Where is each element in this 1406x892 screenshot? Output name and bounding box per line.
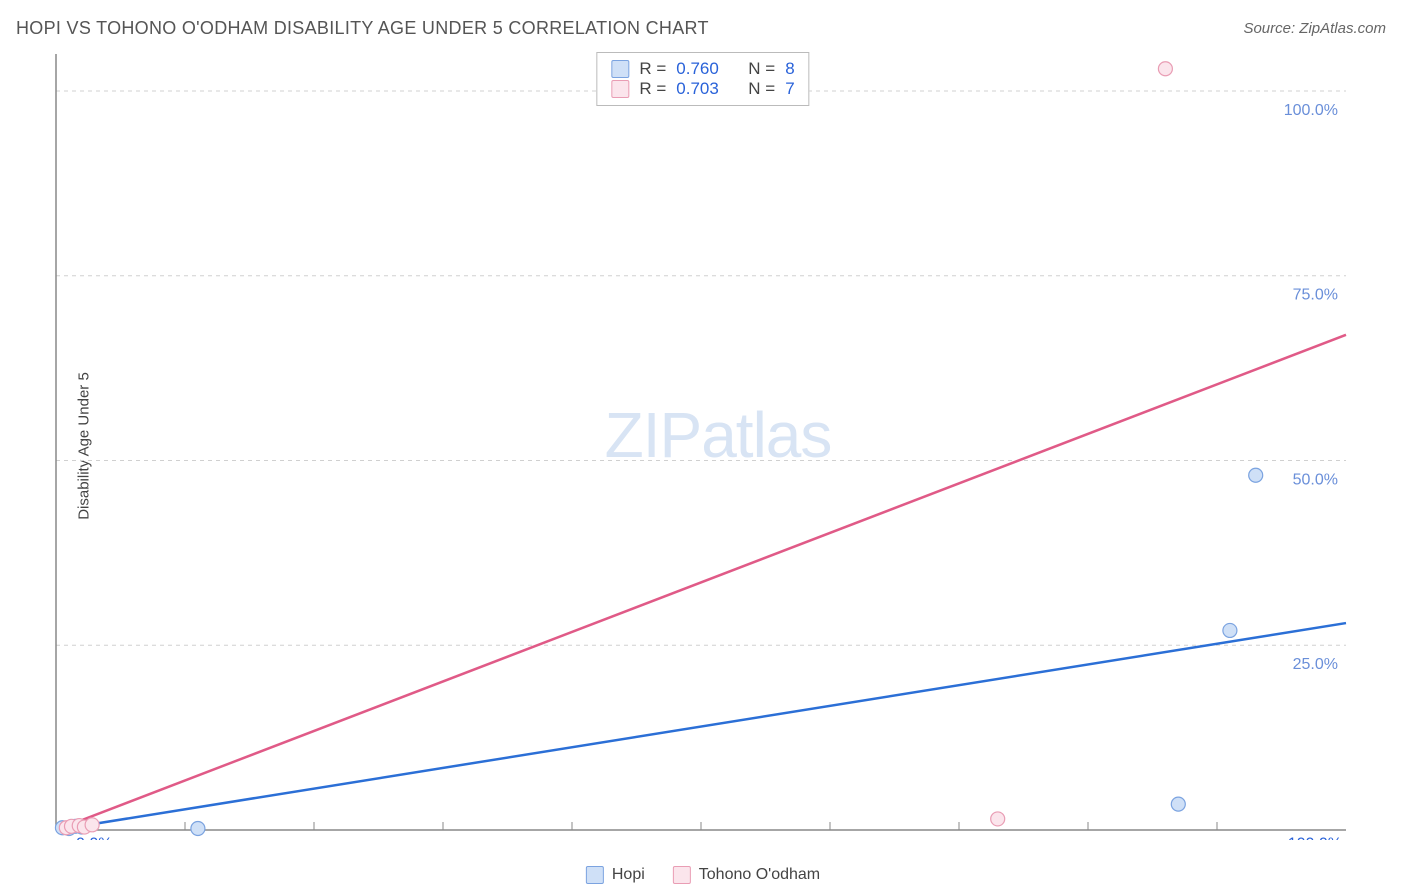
r-label: R = bbox=[639, 79, 666, 99]
chart-container: ZIPatlas 25.0%50.0%75.0%100.0%0.0%100.0% bbox=[50, 50, 1386, 852]
legend-swatch-tohono bbox=[673, 866, 691, 884]
svg-text:25.0%: 25.0% bbox=[1293, 656, 1338, 673]
legend-swatch-hopi bbox=[586, 866, 604, 884]
svg-text:100.0%: 100.0% bbox=[1288, 835, 1342, 840]
stats-legend-box: R = 0.760 N = 8 R = 0.703 N = 7 bbox=[596, 52, 809, 106]
svg-text:100.0%: 100.0% bbox=[1284, 102, 1338, 119]
legend-item-tohono: Tohono O'odham bbox=[673, 866, 820, 884]
source-attribution: Source: ZipAtlas.com bbox=[1243, 20, 1386, 37]
stats-row-tohono: R = 0.703 N = 7 bbox=[611, 79, 794, 99]
legend-item-hopi: Hopi bbox=[586, 866, 645, 884]
svg-text:0.0%: 0.0% bbox=[76, 835, 112, 840]
legend-label-tohono: Tohono O'odham bbox=[699, 866, 820, 884]
bottom-legend: Hopi Tohono O'odham bbox=[586, 866, 820, 884]
n-label: N = bbox=[748, 79, 775, 99]
swatch-hopi bbox=[611, 60, 629, 78]
swatch-tohono bbox=[611, 80, 629, 98]
r-label: R = bbox=[639, 59, 666, 79]
legend-label-hopi: Hopi bbox=[612, 866, 645, 884]
r-value-hopi: 0.760 bbox=[676, 59, 719, 79]
svg-text:50.0%: 50.0% bbox=[1293, 471, 1338, 488]
correlation-chart: 25.0% 50.0% 75.0% 100.0% 0.0% 100.0% bbox=[50, 50, 1370, 840]
n-value-hopi: 8 bbox=[785, 59, 794, 79]
r-value-tohono: 0.703 bbox=[676, 79, 719, 99]
svg-text:75.0%: 75.0% bbox=[1293, 287, 1338, 304]
n-value-tohono: 7 bbox=[785, 79, 794, 99]
stats-row-hopi: R = 0.760 N = 8 bbox=[611, 59, 794, 79]
n-label: N = bbox=[748, 59, 775, 79]
chart-title: HOPI VS TOHONO O'ODHAM DISABILITY AGE UN… bbox=[16, 18, 709, 39]
